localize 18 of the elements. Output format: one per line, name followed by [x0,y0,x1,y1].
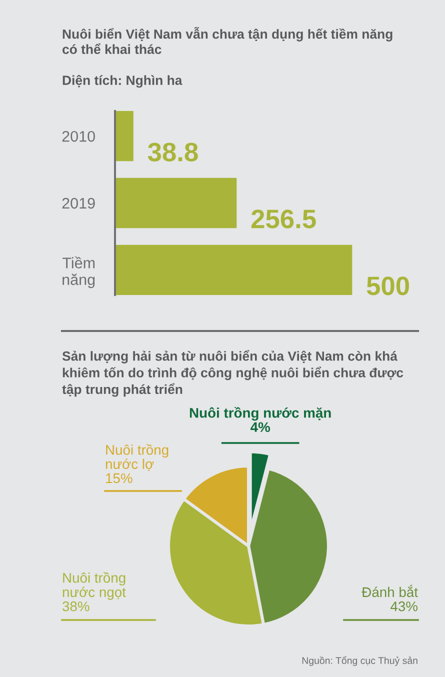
data-label: 15% [106,473,132,484]
data-label: 500 [366,276,409,296]
text: Nguồn: Tổng cục Thuỷ sản [302,656,418,666]
data-label: 38.8 [148,142,198,162]
chart-subtitle: Diện tích: Nghìn ha [62,75,182,88]
slice-label: Nuôi trồng nước ngọt [62,572,126,600]
slice-label: Nuôi trồng nước lợ [106,444,168,471]
data-label: 4% [250,422,270,432]
data-label: 256.5 [251,210,316,228]
data-label: 43% [390,601,418,612]
y-tick-label: 2010 [62,130,95,142]
chart-title: Sản lượng hải sản từ nuôi biển của Việt Nam còn khá khiêm tốn do trình độ công nghệ nuôi biển chưa được tập trung phát triển [62,350,404,397]
y-tick-label: Tiềm năng [62,256,95,288]
slice-label: Nuôi trồng nước mặn [190,407,331,421]
slice-label: Đánh bắt [362,584,418,598]
data-label: 38% [62,601,90,612]
chart-title: Nuôi biển Việt Nam vẫn chưa tận dụng hết tiềm năng có thể khai thác [62,27,392,54]
y-tick-label: 2019 [62,198,95,209]
